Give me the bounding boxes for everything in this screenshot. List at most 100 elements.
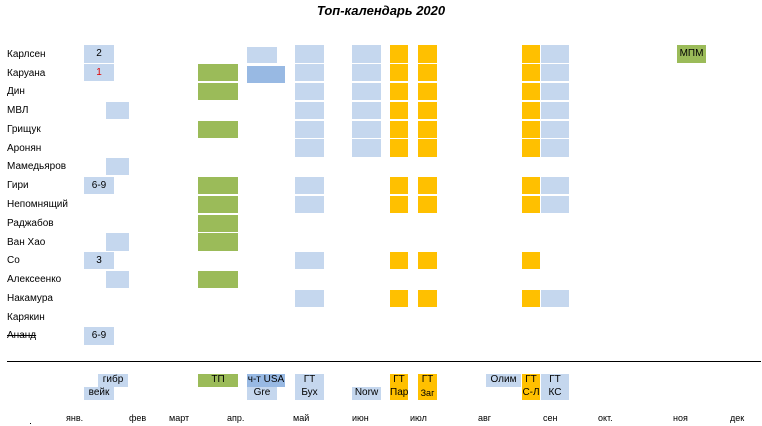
month-label: сен: [543, 413, 558, 423]
cell-gre: [247, 47, 277, 63]
player-name: Раджабов: [7, 218, 54, 229]
cell-caruana-jan: 1: [84, 64, 114, 81]
cell-gt-par: [390, 64, 408, 81]
cell-so-jan: 3: [84, 252, 114, 269]
player-name: Каруана: [7, 68, 46, 79]
cell-gt-sl: [522, 290, 540, 307]
cell-gt-sl: [522, 121, 540, 138]
month-label: июл: [410, 413, 427, 423]
cell-gt-sl: [522, 196, 540, 213]
cell-gt-zag: [418, 252, 437, 269]
cell-gt-par: [390, 196, 408, 213]
legend-gt-par: ГТ: [390, 374, 408, 387]
month-label: янв.: [66, 413, 84, 423]
cell-anand-jan: 6-9: [84, 327, 114, 345]
legend-olim: Олим: [486, 374, 521, 387]
cell-may: [295, 139, 324, 157]
cell-norw: [352, 64, 381, 81]
cell-norw: [352, 102, 381, 119]
cell-may: [295, 102, 324, 119]
player-name: МВЛ: [7, 105, 29, 116]
cell-tp: [198, 121, 238, 138]
cell-gt-par: [390, 139, 408, 157]
cell-gt-par: [390, 252, 408, 269]
cell-gt-zag: [418, 83, 437, 100]
legend-tp: ТП: [198, 374, 238, 387]
cell-gt-zag: [418, 177, 437, 194]
player-name: Ван Хао: [7, 237, 46, 248]
cell-gt-sl: [522, 139, 540, 157]
cell-gt-sl: [522, 252, 540, 269]
player-name: Со: [7, 255, 20, 266]
cell-mpm: МПМ: [677, 45, 706, 63]
cell-gt-sl: [522, 102, 540, 119]
cell-gt-ks: [541, 290, 569, 307]
cell-gt-sl: [522, 83, 540, 100]
legend-bukh: Бух: [295, 387, 324, 400]
player-name: Алексеенко: [7, 274, 62, 285]
player-name: Гири: [7, 180, 29, 191]
cell-alekseenko-jan: [106, 271, 129, 288]
cell-tp: [198, 177, 238, 194]
cell-gt-par: [390, 45, 408, 63]
cell-gt-zag: [418, 196, 437, 213]
cell-may: [295, 290, 324, 307]
month-label: март: [169, 413, 190, 423]
divider: [7, 361, 761, 362]
cell-gt-sl: [522, 177, 540, 194]
legend-gt-sl: ГТ: [522, 374, 540, 387]
cell-gt-zag: [418, 45, 437, 63]
cell-tp: [198, 83, 238, 100]
month-label: окт.: [598, 413, 613, 423]
legend-par: Пар: [390, 387, 409, 400]
cell-gt-ks: [541, 196, 569, 213]
cell-gt-ks: [541, 83, 569, 100]
legend-ks: КС: [541, 387, 569, 400]
cell-gt-zag: [418, 64, 437, 81]
cell-vanhao-jan: [106, 233, 129, 251]
cell-may: [295, 252, 324, 269]
month-label: апр.: [227, 413, 245, 423]
cell-gt-ks: [541, 64, 569, 81]
legend-gre: Gre: [247, 387, 277, 400]
cell-tp: [198, 64, 238, 81]
cell-may: [295, 45, 324, 63]
cell-norw: [352, 139, 381, 157]
month-label: май: [293, 413, 310, 423]
cell-norw: [352, 83, 381, 100]
cell-gt-ks: [541, 102, 569, 119]
cell-gt-par: [390, 290, 408, 307]
calendar-title: Топ-календарь 2020: [316, 3, 446, 18]
legend-veik: вейк: [84, 387, 114, 400]
cell-gt-ks: [541, 45, 569, 63]
legend-gibr: гибр: [98, 374, 128, 387]
legend-gt-may: ГТ: [295, 374, 324, 387]
legend-gt-zag: ГТ: [418, 374, 437, 387]
player-name: Дин: [7, 86, 25, 97]
month-label: фев: [129, 413, 147, 423]
cell-gt-ks: [541, 177, 569, 194]
legend-chtusa: ч-т USA: [247, 374, 285, 387]
cell-tp: [198, 233, 238, 251]
legend-sl: С-Л: [522, 387, 540, 400]
legend-norw: Norw: [352, 387, 381, 400]
cell-may: [295, 196, 324, 213]
cell-may: [295, 121, 324, 138]
cell-gt-zag: [418, 139, 437, 157]
cell-gt-ks: [541, 121, 569, 138]
cell-mvl-jan: [106, 102, 129, 119]
cell-giri-jan: 6-9: [84, 177, 114, 194]
stray-dot: [30, 423, 31, 424]
player-name: Карякин: [7, 312, 45, 323]
cell-norw: [352, 45, 381, 63]
cell-gt-zag: [418, 290, 437, 307]
cell-gt-zag: [418, 121, 437, 138]
player-name: Накамура: [7, 293, 53, 304]
month-label: июн: [352, 413, 369, 423]
cell-tp: [198, 196, 238, 213]
cell-may: [295, 83, 324, 100]
cell-tp: [198, 215, 238, 232]
month-label: ноя: [673, 413, 688, 423]
cell-mamedyarov-jan: [106, 158, 129, 175]
month-label: дек: [730, 413, 745, 423]
